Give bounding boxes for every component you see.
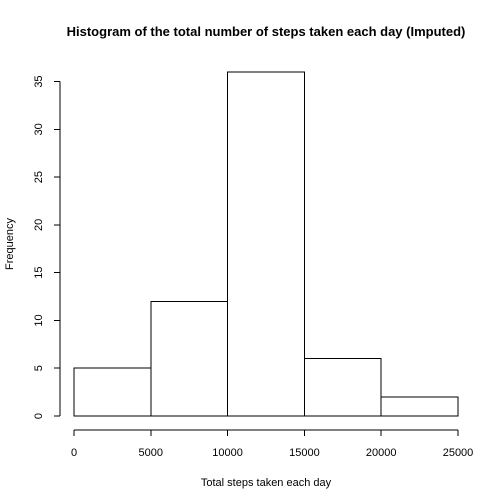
y-tick-label: 35	[33, 75, 45, 87]
histogram-bar-5	[380, 396, 459, 417]
y-tick-label: 0	[33, 413, 45, 419]
x-tick-label: 10000	[212, 447, 243, 459]
y-axis-title: Frequency	[4, 218, 16, 270]
histogram-bars	[73, 71, 459, 417]
x-tick-label: 15000	[289, 447, 320, 459]
histogram-bar-4	[303, 358, 382, 417]
histogram-bar-1	[73, 367, 152, 417]
y-tick-label: 20	[33, 219, 45, 231]
x-tick-label: 0	[71, 447, 77, 459]
y-tick-label: 10	[33, 314, 45, 326]
histogram-bar-2	[150, 300, 229, 417]
histogram-bar-3	[227, 71, 305, 417]
x-axis: 0 5000 10000 15000 20000 25000	[71, 429, 474, 459]
y-tick-label: 25	[33, 171, 45, 183]
x-axis-title: Total steps taken each day	[201, 477, 332, 489]
y-tick-label: 15	[33, 267, 45, 279]
y-tick-label: 5	[33, 365, 45, 371]
x-tick-label: 5000	[139, 447, 163, 459]
x-tick-label: 25000	[443, 447, 474, 459]
x-tick-label: 20000	[366, 447, 397, 459]
chart-title: Histogram of the total number of steps t…	[67, 24, 466, 39]
y-axis: 0 5 10 15 20 25 30 35	[33, 75, 61, 419]
y-tick-label: 30	[33, 123, 45, 135]
